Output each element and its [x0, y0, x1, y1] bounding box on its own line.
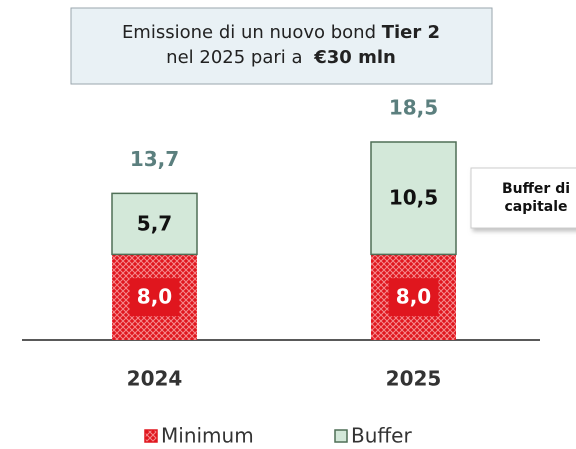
- value-label: 8,0: [396, 285, 431, 309]
- bar-segment: [370, 141, 457, 256]
- value-label-box: [129, 278, 180, 317]
- bar-segment: [111, 192, 198, 256]
- side-note: Buffer di: [502, 181, 570, 197]
- value-label: 5,7: [137, 211, 172, 235]
- annotation-box: [70, 7, 493, 85]
- side-note-box: [470, 167, 576, 229]
- value-label: 10,5: [389, 186, 438, 210]
- value-label-box: [388, 278, 439, 317]
- annotation-text: Emissione di un nuovo bond: [122, 22, 382, 43]
- value-label: 8,0: [137, 285, 172, 309]
- annotation-text: Tier 2: [382, 22, 440, 43]
- legend-label: Buffer: [351, 424, 412, 448]
- total-label: 18,5: [389, 96, 438, 120]
- legend-swatch: [334, 429, 348, 443]
- side-note: capitale: [505, 199, 568, 215]
- annotation-text: nel 2025 pari a: [166, 47, 308, 68]
- legend-swatch: [144, 429, 158, 443]
- x-tick-label: 2025: [386, 367, 442, 391]
- legend-label: Minimum: [161, 424, 254, 448]
- annotation-text: €30 mln: [313, 47, 396, 68]
- x-tick-label: 2024: [127, 367, 183, 391]
- total-label: 13,7: [130, 147, 179, 171]
- annotation: Emissione di un nuovo bond Tier 2: [122, 22, 440, 43]
- annotation: nel 2025 pari a €30 mln: [166, 47, 396, 68]
